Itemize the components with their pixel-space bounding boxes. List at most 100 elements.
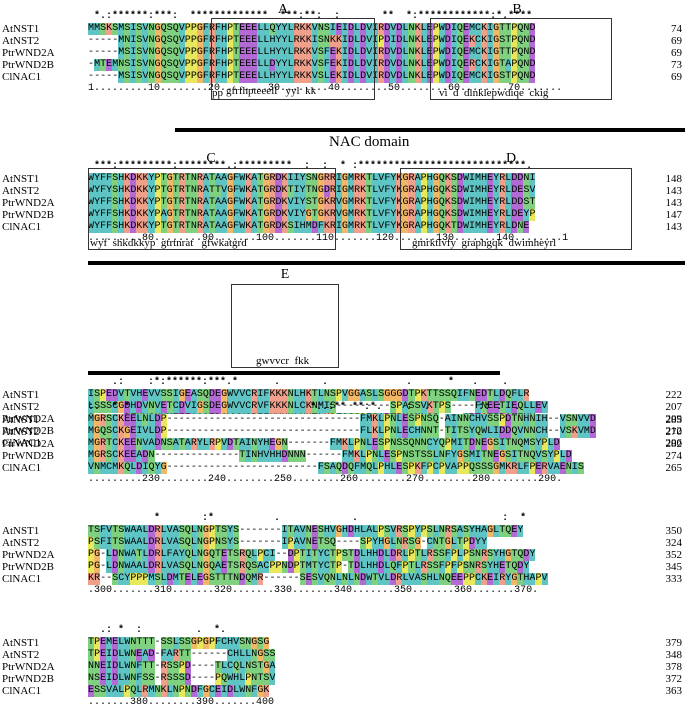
residue: S <box>160 389 167 401</box>
residue: L <box>372 209 379 221</box>
residue: L <box>402 573 409 585</box>
residue: S <box>166 35 173 47</box>
residue-count: 143 <box>665 221 683 233</box>
residue-count: 143 <box>665 197 683 209</box>
residue: - <box>208 661 215 673</box>
residue: H <box>426 173 433 185</box>
residue: L <box>263 71 270 83</box>
residue: Q <box>390 561 397 573</box>
sequence-name: PtrWND2B <box>2 450 54 462</box>
residue: Q <box>335 462 342 474</box>
residue: N <box>523 173 530 185</box>
residue: K <box>444 185 451 197</box>
residue: N <box>523 47 530 59</box>
residue: A <box>414 209 421 221</box>
residue: E <box>535 462 542 474</box>
residue: S <box>172 661 179 673</box>
sequence-row: AtNST2 MGQSCKGEIVLDP---------------------… <box>0 426 700 438</box>
residue: K <box>335 59 342 71</box>
sequence-name: AtNST2 <box>2 426 40 438</box>
residue: P <box>499 414 506 426</box>
residue-count: 74 <box>671 23 682 35</box>
residue: K <box>136 209 143 221</box>
residue: V <box>142 426 149 438</box>
sequence-row: PtrWND2A PG-LDNWATLDRLFAYQLNGQTETSRQLPCI-… <box>0 549 700 561</box>
sequence-row: AtNST1 WYFFSHKDKKYPTGTRTNRATAAGFWKATGRDKI… <box>0 173 700 185</box>
residue: Y <box>299 185 306 197</box>
residue: S <box>251 561 258 573</box>
residue: P <box>184 35 191 47</box>
residue: S <box>438 389 445 401</box>
residue: S <box>178 637 185 649</box>
residue: E <box>184 389 191 401</box>
residue: K <box>136 185 143 197</box>
residue: Y <box>390 221 397 233</box>
residue: E <box>426 59 433 71</box>
sequence-name: AtNST1 <box>2 389 40 401</box>
residue: M <box>317 401 324 413</box>
residue: M <box>172 573 179 585</box>
residue: S <box>208 573 215 585</box>
residue: P <box>420 197 427 209</box>
residue: - <box>94 71 101 83</box>
residue: Q <box>438 197 445 209</box>
residue: F <box>202 71 209 83</box>
residue: T <box>450 221 457 233</box>
residue: V <box>299 525 306 537</box>
residue: T <box>499 23 506 35</box>
residue: T <box>172 209 179 221</box>
residue: T <box>311 561 318 573</box>
residue: A <box>293 525 300 537</box>
residue: R <box>408 185 415 197</box>
residue: T <box>214 661 222 673</box>
residue: D <box>523 549 530 561</box>
sequence-name: AtNST1 <box>2 637 40 649</box>
residue: S <box>154 573 161 585</box>
residue: Y <box>493 173 500 185</box>
residue: E <box>487 173 494 185</box>
residue: V <box>233 389 240 401</box>
residue: - <box>384 401 391 413</box>
residue: H <box>481 185 488 197</box>
residue: S <box>94 673 101 685</box>
residue: G <box>432 185 439 197</box>
residue: L <box>287 23 294 35</box>
residue: T <box>366 173 373 185</box>
residue: Y <box>505 573 512 585</box>
residue: Q <box>511 426 518 438</box>
residue: L <box>118 661 125 673</box>
residue: R <box>329 197 336 209</box>
residue: - <box>335 426 342 438</box>
residue: T <box>142 661 149 673</box>
residue: L <box>366 426 373 438</box>
residue: D <box>136 401 143 413</box>
residue: L <box>354 23 361 35</box>
residue: Y <box>535 438 542 450</box>
residue: - <box>287 414 294 426</box>
residue: T <box>366 197 373 209</box>
residue: S <box>233 525 240 537</box>
residue: T <box>462 438 469 450</box>
residue: G <box>402 185 409 197</box>
residue: G <box>456 450 463 462</box>
residue: P <box>178 661 185 673</box>
residue: N <box>118 59 125 71</box>
residue: D <box>348 59 355 71</box>
residue: K <box>444 197 451 209</box>
residue: E <box>245 71 252 83</box>
residue: C <box>323 561 330 573</box>
residue: N <box>468 561 475 573</box>
residue: D <box>311 221 318 233</box>
residue: - <box>106 47 113 59</box>
residue: N <box>251 438 258 450</box>
residue: - <box>184 414 191 426</box>
residue: Y <box>390 185 397 197</box>
residue: S <box>317 59 324 71</box>
residue: P <box>462 573 469 585</box>
residue: L <box>384 549 391 561</box>
residue: E <box>517 185 524 197</box>
residue: D <box>529 23 536 35</box>
residue: T <box>311 197 318 209</box>
residue: S <box>124 71 131 83</box>
residue: F <box>341 450 349 462</box>
